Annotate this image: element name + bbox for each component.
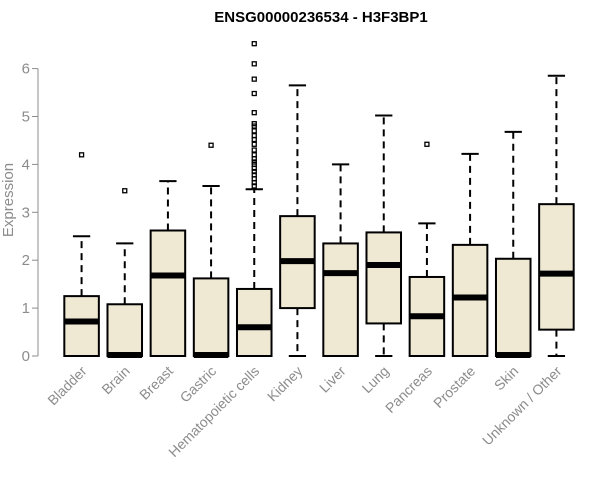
y-axis-label: Expression	[0, 163, 17, 237]
box-hematopoietic-cells	[235, 287, 273, 357]
box-skin	[494, 257, 532, 357]
x-tick-label: Pancreas	[382, 363, 435, 416]
outlier-point	[208, 142, 214, 148]
outlier-point	[251, 147, 257, 153]
y-tick-label: 3	[22, 204, 30, 221]
box-brain	[106, 303, 144, 358]
outlier-point	[251, 121, 257, 127]
outlier-point	[424, 141, 430, 147]
box-gastric	[192, 277, 230, 358]
x-tick-label: Liver	[316, 363, 349, 396]
y-tick-label: 0	[22, 348, 30, 365]
y-tick-label: 6	[22, 61, 30, 78]
outlier-point	[251, 128, 257, 134]
outlier-point	[251, 110, 257, 116]
box-breast	[149, 229, 187, 357]
chart-title: ENSG00000236534 - H3F3BP1	[214, 9, 427, 26]
outlier-point	[78, 152, 85, 158]
outlier-point	[251, 76, 257, 82]
x-tick-label: Lung	[359, 363, 392, 396]
y-tick-label: 2	[22, 252, 30, 269]
box-lung	[365, 231, 403, 325]
x-tick-label: Gastric	[177, 363, 220, 406]
outlier-point	[251, 152, 257, 158]
outlier-point	[251, 41, 257, 47]
x-tick-label: Breast	[136, 363, 176, 403]
x-tick-label: Bladder	[44, 363, 90, 409]
x-tick-label: Kidney	[264, 363, 306, 405]
x-tick-label: Prostate	[430, 363, 478, 411]
box-liver	[322, 242, 359, 357]
outlier-point	[251, 61, 257, 67]
box-bladder	[63, 295, 100, 357]
outlier-point	[122, 188, 128, 194]
y-tick-label: 5	[22, 109, 30, 126]
x-tick-label: Skin	[491, 363, 522, 394]
box-unknown-other	[538, 203, 575, 331]
outlier-point	[251, 141, 257, 147]
outlier-point	[251, 133, 257, 139]
y-tick-label: 4	[22, 156, 30, 173]
x-tick-label: Unknown / Other	[479, 363, 565, 449]
y-tick-label: 1	[22, 300, 30, 317]
outlier-point	[251, 90, 257, 97]
x-tick-label: Brain	[98, 363, 132, 397]
